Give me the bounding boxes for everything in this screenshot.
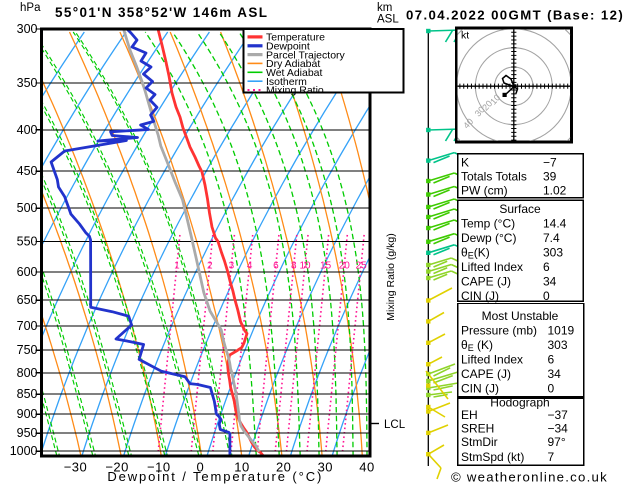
svg-text:Isotherm: Isotherm xyxy=(266,76,307,88)
svg-text:15: 15 xyxy=(320,261,332,272)
svg-text:650: 650 xyxy=(17,293,38,307)
svg-text:1: 1 xyxy=(174,261,180,272)
svg-text:950: 950 xyxy=(17,426,38,440)
svg-text:39: 39 xyxy=(543,169,557,183)
svg-text:Pressure (mb): Pressure (mb) xyxy=(461,324,537,338)
svg-text:Dewp (°C): Dewp (°C) xyxy=(461,231,516,245)
svg-text:30: 30 xyxy=(318,460,333,475)
svg-text:Surface: Surface xyxy=(499,202,541,216)
svg-text:Lifted Index: Lifted Index xyxy=(461,260,523,274)
svg-text:14.4: 14.4 xyxy=(543,217,567,231)
svg-text:07.04.2022 00GMT (Base: 12): 07.04.2022 00GMT (Base: 12) xyxy=(406,8,624,23)
svg-text:Temp (°C): Temp (°C) xyxy=(461,217,515,231)
svg-text:Mixing Ratio (g/kg): Mixing Ratio (g/kg) xyxy=(385,233,397,321)
svg-text:8: 8 xyxy=(291,261,297,272)
svg-text:34: 34 xyxy=(548,367,562,381)
svg-text:1019: 1019 xyxy=(548,324,575,338)
svg-text:3: 3 xyxy=(229,261,235,272)
svg-text:800: 800 xyxy=(17,366,38,380)
svg-text:Dewpoint / Temperature (°C): Dewpoint / Temperature (°C) xyxy=(107,469,323,484)
svg-text:500: 500 xyxy=(17,201,38,215)
svg-text:40: 40 xyxy=(359,460,374,475)
svg-text:55°01'N 358°52'W 146m ASL: 55°01'N 358°52'W 146m ASL xyxy=(55,5,268,20)
svg-text:Hodograph: Hodograph xyxy=(490,396,549,410)
svg-text:20: 20 xyxy=(339,261,351,272)
svg-text:Parcel Trajectory: Parcel Trajectory xyxy=(266,49,346,61)
svg-text:−20: −20 xyxy=(105,460,129,475)
svg-text:EH: EH xyxy=(461,408,478,422)
svg-text:0: 0 xyxy=(543,289,550,303)
svg-text:CIN (J): CIN (J) xyxy=(461,289,499,303)
svg-text:−7: −7 xyxy=(543,156,557,170)
svg-text:Dewpoint: Dewpoint xyxy=(266,41,310,53)
svg-text:600: 600 xyxy=(17,265,38,279)
svg-text:750: 750 xyxy=(17,343,38,357)
svg-text:34: 34 xyxy=(543,275,557,289)
svg-text:Totals Totals: Totals Totals xyxy=(461,169,527,183)
svg-text:4: 4 xyxy=(247,261,253,272)
svg-text:CAPE (J): CAPE (J) xyxy=(461,367,511,381)
svg-text:1000: 1000 xyxy=(10,444,38,458)
svg-text:25: 25 xyxy=(356,261,368,272)
svg-text:PW (cm): PW (cm) xyxy=(461,183,508,197)
svg-text:−30: −30 xyxy=(64,460,88,475)
svg-text:350: 350 xyxy=(17,76,38,90)
svg-text:30: 30 xyxy=(473,104,487,118)
svg-text:Mixing Ratio: Mixing Ratio xyxy=(266,85,324,97)
svg-text:303: 303 xyxy=(543,246,563,260)
svg-text:Wet Adiabat: Wet Adiabat xyxy=(266,67,323,79)
svg-text:Most Unstable: Most Unstable xyxy=(482,309,559,323)
svg-text:300: 300 xyxy=(17,22,38,36)
svg-text:7.4: 7.4 xyxy=(543,231,560,245)
svg-text:550: 550 xyxy=(17,235,38,249)
svg-text:θE (K): θE (K) xyxy=(461,338,493,353)
svg-text:97°: 97° xyxy=(548,435,566,449)
svg-text:© weatheronline.co.uk: © weatheronline.co.uk xyxy=(451,470,608,485)
svg-text:ASL: ASL xyxy=(377,14,399,26)
svg-text:10: 10 xyxy=(234,460,249,475)
svg-text:0: 0 xyxy=(197,460,205,475)
svg-text:2: 2 xyxy=(207,261,213,272)
svg-text:450: 450 xyxy=(17,164,38,178)
svg-text:−37: −37 xyxy=(548,408,569,422)
svg-text:10: 10 xyxy=(488,92,502,106)
svg-text:K: K xyxy=(461,156,469,170)
svg-text:7: 7 xyxy=(548,450,555,464)
svg-text:40: 40 xyxy=(461,116,475,130)
svg-text:0: 0 xyxy=(548,382,555,396)
svg-text:CIN (J): CIN (J) xyxy=(461,382,499,396)
svg-text:−10: −10 xyxy=(147,460,171,475)
svg-text:6: 6 xyxy=(543,260,550,274)
svg-text:CAPE (J): CAPE (J) xyxy=(461,275,511,289)
svg-text:900: 900 xyxy=(17,407,38,421)
svg-text:850: 850 xyxy=(17,387,38,401)
svg-text:−34: −34 xyxy=(548,422,569,436)
svg-text:6: 6 xyxy=(273,261,279,272)
svg-text:LCL: LCL xyxy=(384,419,406,431)
svg-text:kt: kt xyxy=(461,30,469,42)
svg-text:StmDir: StmDir xyxy=(461,435,498,449)
svg-text:Temperature: Temperature xyxy=(266,32,325,44)
svg-text:StmSpd (kt): StmSpd (kt) xyxy=(461,450,524,464)
svg-text:θE(K): θE(K) xyxy=(461,246,490,261)
svg-text:Lifted Index: Lifted Index xyxy=(461,353,523,367)
svg-text:700: 700 xyxy=(17,319,38,333)
svg-text:303: 303 xyxy=(548,338,568,352)
svg-text:6: 6 xyxy=(548,353,555,367)
svg-text:Dry Adiabat: Dry Adiabat xyxy=(266,58,320,70)
svg-text:10: 10 xyxy=(299,261,311,272)
svg-text:km: km xyxy=(377,2,392,14)
svg-text:hPa: hPa xyxy=(20,2,41,14)
svg-text:SREH: SREH xyxy=(461,422,494,436)
svg-text:20: 20 xyxy=(276,460,291,475)
svg-text:1.02: 1.02 xyxy=(543,183,567,197)
svg-text:20: 20 xyxy=(480,98,494,112)
svg-text:400: 400 xyxy=(17,123,38,137)
